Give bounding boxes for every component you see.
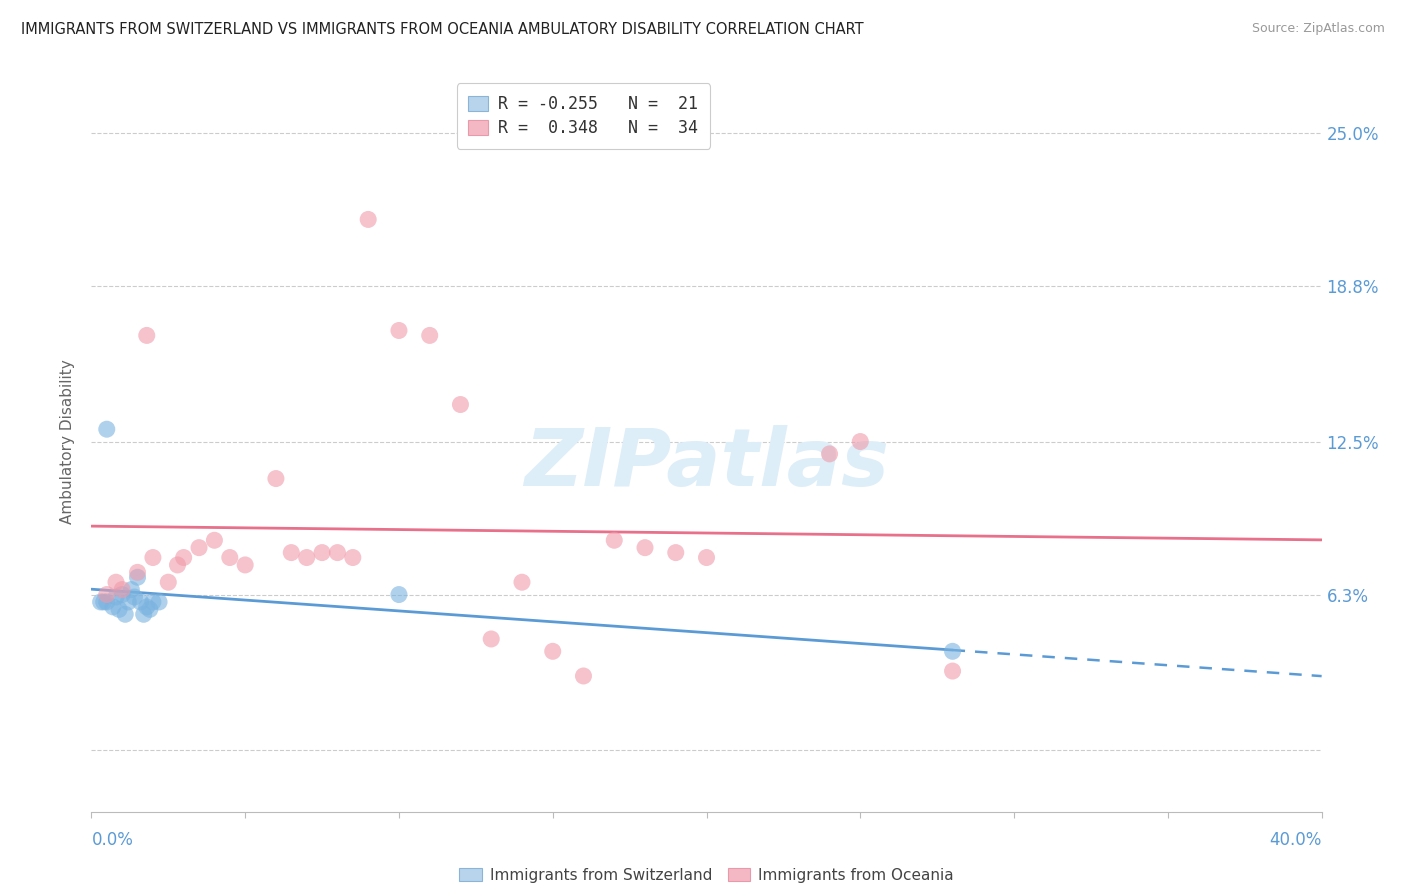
Point: [449, 398, 471, 412]
Point: [295, 550, 318, 565]
Point: [108, 602, 131, 616]
Point: [419, 328, 441, 343]
Text: Source: ZipAtlas.com: Source: ZipAtlas.com: [1251, 22, 1385, 36]
Point: [541, 644, 564, 658]
Text: ZIPatlas: ZIPatlas: [524, 425, 889, 503]
Point: [96, 588, 118, 602]
Point: [479, 632, 502, 646]
Point: [90, 595, 112, 609]
Point: [96, 422, 118, 436]
Point: [603, 533, 626, 548]
Point: [849, 434, 872, 449]
Point: [120, 582, 142, 597]
Point: [127, 570, 149, 584]
Point: [127, 566, 149, 580]
Legend: Immigrants from Switzerland, Immigrants from Oceania: Immigrants from Switzerland, Immigrants …: [451, 860, 962, 890]
Point: [357, 212, 380, 227]
Point: [157, 575, 180, 590]
Point: [665, 546, 688, 560]
Point: [264, 471, 287, 485]
Point: [311, 546, 333, 560]
Point: [388, 324, 411, 338]
Point: [510, 575, 533, 590]
Point: [326, 546, 349, 560]
Point: [124, 590, 146, 604]
Point: [135, 328, 157, 343]
Point: [101, 599, 124, 614]
Point: [96, 595, 118, 609]
Point: [634, 541, 657, 555]
Point: [105, 575, 127, 590]
Point: [572, 669, 595, 683]
Point: [142, 550, 165, 565]
Point: [132, 607, 155, 622]
Point: [942, 644, 965, 658]
Point: [135, 599, 157, 614]
Point: [942, 664, 965, 678]
Point: [188, 541, 211, 555]
Point: [117, 595, 139, 609]
Point: [696, 550, 718, 565]
Point: [342, 550, 364, 565]
Point: [202, 533, 225, 548]
Text: IMMIGRANTS FROM SWITZERLAND VS IMMIGRANTS FROM OCEANIA AMBULATORY DISABILITY COR: IMMIGRANTS FROM SWITZERLAND VS IMMIGRANT…: [21, 22, 863, 37]
Point: [166, 558, 188, 572]
Point: [148, 595, 170, 609]
Point: [218, 550, 240, 565]
Text: 0.0%: 0.0%: [91, 831, 134, 849]
Point: [93, 595, 115, 609]
Text: 40.0%: 40.0%: [1270, 831, 1322, 849]
Point: [139, 602, 162, 616]
Point: [173, 550, 195, 565]
Point: [818, 447, 841, 461]
Point: [280, 546, 302, 560]
Point: [233, 558, 256, 572]
Point: [105, 590, 127, 604]
Point: [142, 595, 165, 609]
Point: [111, 582, 134, 597]
Y-axis label: Ambulatory Disability: Ambulatory Disability: [60, 359, 76, 524]
Point: [111, 588, 134, 602]
Point: [388, 588, 411, 602]
Point: [114, 607, 136, 622]
Point: [129, 595, 152, 609]
